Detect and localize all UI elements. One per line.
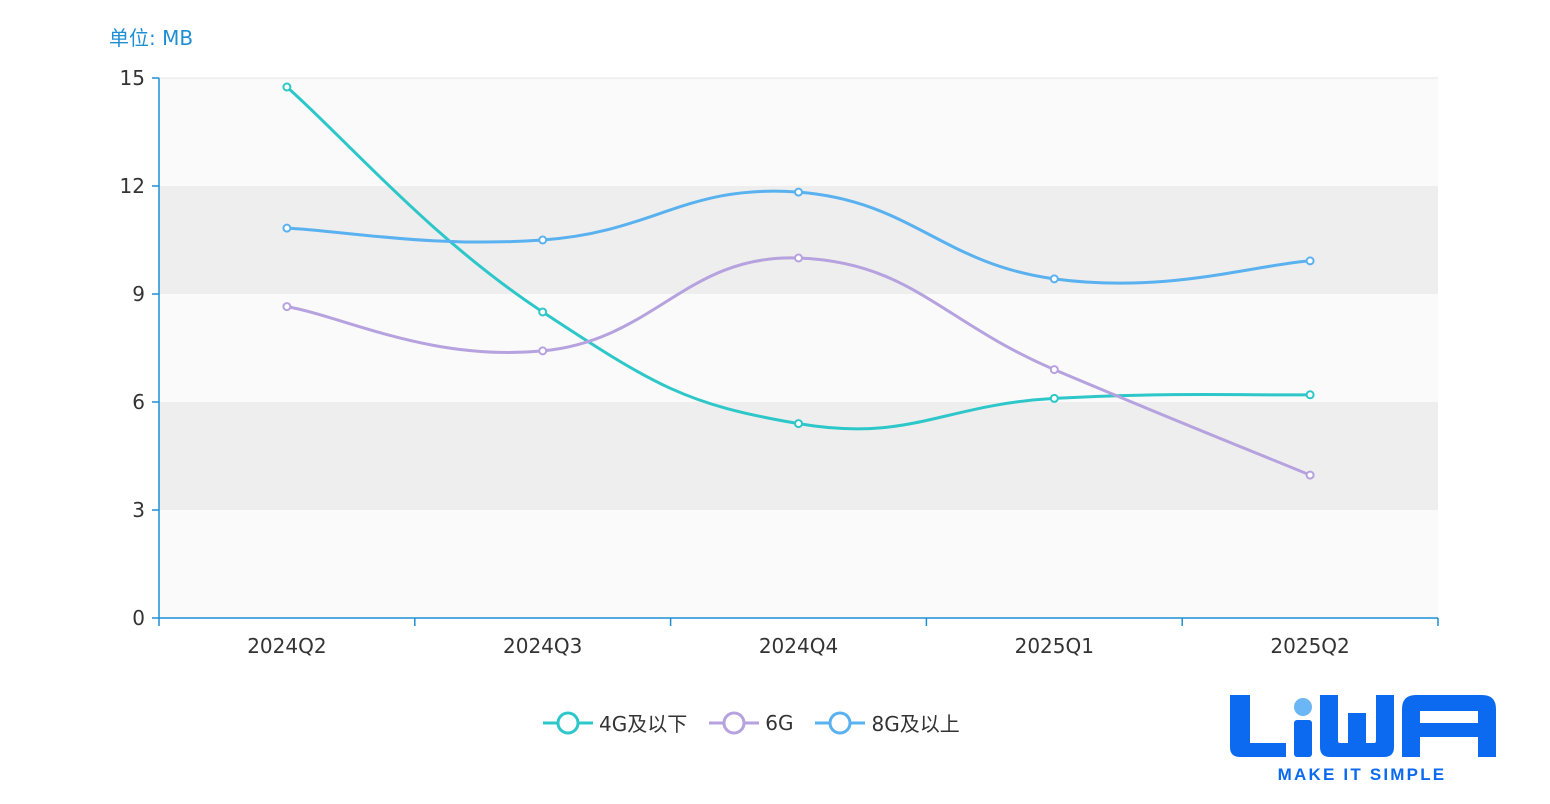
x-tick-label: 2024Q2	[247, 634, 326, 658]
grid-band	[159, 402, 1438, 510]
liwa-logo: MAKE IT SIMPLE	[1228, 693, 1498, 785]
y-tick-label: 15	[120, 66, 145, 90]
data-point	[794, 253, 803, 263]
data-point	[538, 235, 548, 245]
y-axis-unit-label: 单位: MB	[109, 26, 194, 50]
data-point	[794, 187, 803, 197]
grid-band	[159, 510, 1438, 618]
x-tick-label: 2025Q1	[1015, 634, 1094, 658]
liwa-logo-icon	[1230, 695, 1496, 757]
logo-tagline: MAKE IT SIMPLE	[1277, 765, 1447, 784]
grid-band	[159, 78, 1438, 186]
data-point	[1305, 470, 1315, 480]
series-points	[282, 82, 1315, 480]
data-point	[538, 307, 548, 317]
data-point	[282, 82, 292, 92]
data-point	[794, 419, 803, 429]
data-point	[1049, 274, 1059, 284]
x-tick-label: 2024Q4	[759, 634, 838, 658]
legend-item[interactable]: 4G及以下	[543, 708, 687, 737]
data-point	[1049, 365, 1059, 375]
legend: 4G及以下 6G 8G及以上	[543, 708, 960, 737]
grid-band	[159, 186, 1438, 294]
data-point	[538, 346, 548, 356]
x-tick-label: 2025Q2	[1270, 634, 1349, 658]
y-tick-label: 0	[132, 606, 145, 630]
legend-line-circle-icon	[543, 711, 593, 734]
legend-line-circle-icon	[815, 711, 866, 734]
y-tick-label: 6	[132, 390, 145, 414]
data-point	[282, 302, 292, 312]
legend-label: 4G及以下	[599, 712, 688, 736]
axes: 0 3 6 9 12 15 2024Q2 2024Q3 2024Q4 2025Q1 2025Q2	[120, 66, 1439, 658]
legend-item[interactable]: 6G	[709, 709, 793, 737]
legend-line-circle-icon	[709, 711, 760, 734]
x-tick-label: 2024Q3	[503, 634, 582, 658]
legend-label: 8G及以上	[871, 712, 960, 736]
legend-label: 6G	[765, 710, 794, 735]
y-tick-label: 12	[120, 174, 145, 198]
data-point	[1305, 256, 1315, 266]
data-point	[1049, 393, 1059, 403]
grid-band	[159, 294, 1438, 402]
data-point	[282, 223, 292, 233]
legend-item[interactable]: 8G及以上	[815, 708, 960, 737]
grid-bands	[159, 77, 1438, 618]
y-tick-label: 3	[132, 498, 145, 522]
y-tick-label: 9	[132, 282, 145, 306]
data-point	[1305, 390, 1315, 400]
